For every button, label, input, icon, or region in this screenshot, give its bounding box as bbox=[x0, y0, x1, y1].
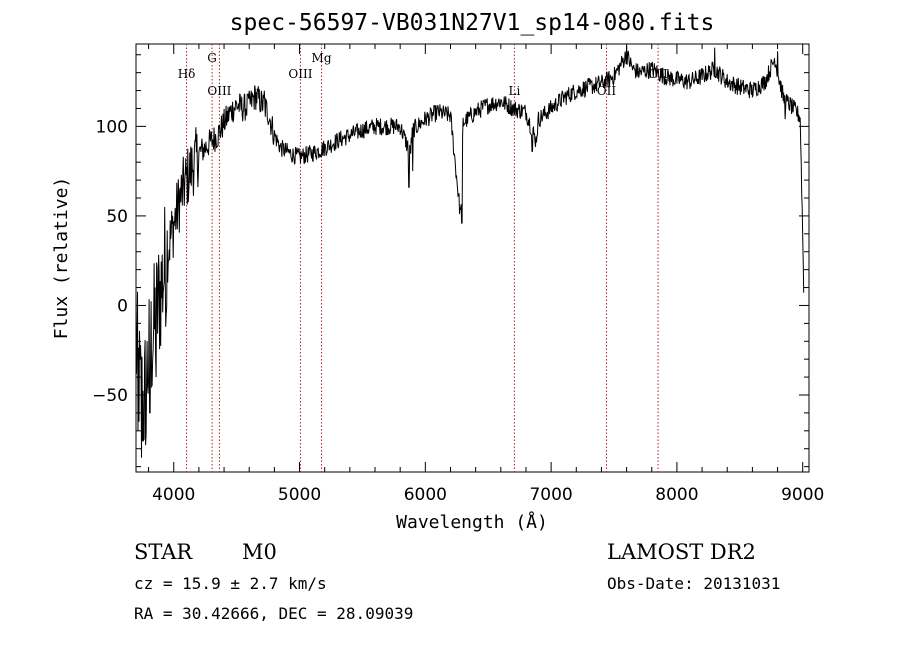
coordinates: RA = 30.42666, DEC = 28.09039 bbox=[134, 604, 413, 623]
line-marker-label: OIII bbox=[288, 67, 312, 81]
x-tick-label: 5000 bbox=[278, 485, 321, 505]
line-marker-label: G bbox=[207, 51, 217, 65]
x-tick-label: 8000 bbox=[655, 485, 698, 505]
line-marker-label: Hδ bbox=[178, 67, 196, 81]
plot-frame bbox=[135, 43, 810, 473]
chart-title: spec-56597-VB031N27V1_sp14-080.fits bbox=[230, 10, 715, 36]
x-tick-label: 9000 bbox=[781, 485, 824, 505]
line-marker-label: OIII bbox=[207, 84, 231, 98]
tick-labels: 4000 5000 6000 7000 8000 9000 −50 0 50 100 bbox=[92, 117, 824, 505]
y-tick-label: 0 bbox=[117, 296, 128, 316]
x-tick-label: 6000 bbox=[404, 485, 447, 505]
spectral-subclass: M0 bbox=[242, 540, 277, 564]
obs-date: Obs-Date: 20131031 bbox=[607, 574, 780, 593]
spectrum-line bbox=[135, 45, 805, 458]
x-axis-label: Wavelength (Å) bbox=[396, 511, 548, 533]
axis-ticks bbox=[136, 44, 809, 472]
line-marker-label: Li bbox=[508, 84, 520, 98]
y-tick-label: −50 bbox=[92, 386, 128, 406]
survey-name: LAMOST DR2 bbox=[607, 540, 756, 564]
line-marker-label: Mg bbox=[312, 51, 332, 65]
line-marker-label: OII bbox=[597, 84, 617, 98]
redshift-readout: cz = 15.9 ± 2.7 km/s bbox=[134, 574, 327, 593]
y-axis-label: Flux (relative) bbox=[51, 177, 72, 340]
x-tick-label: 7000 bbox=[529, 485, 572, 505]
x-tick-label: 4000 bbox=[152, 485, 195, 505]
y-tick-label: 100 bbox=[96, 117, 128, 137]
object-class: STAR bbox=[134, 540, 193, 564]
y-tick-label: 50 bbox=[106, 207, 128, 227]
